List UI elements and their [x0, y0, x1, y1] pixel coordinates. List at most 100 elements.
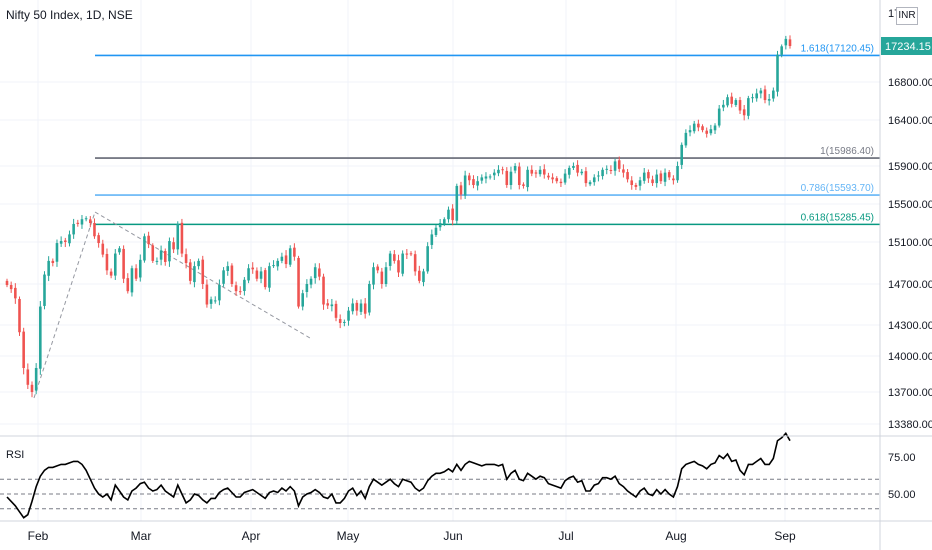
candle[interactable] [647, 169, 650, 183]
candle[interactable] [530, 165, 534, 177]
candle[interactable] [626, 169, 629, 183]
candle[interactable] [14, 283, 17, 304]
candle[interactable] [26, 363, 30, 389]
candle[interactable] [376, 264, 379, 274]
candle[interactable] [455, 183, 459, 225]
candle[interactable] [676, 161, 679, 183]
candle[interactable] [709, 124, 713, 136]
candle[interactable] [468, 172, 471, 186]
candle[interactable] [688, 125, 692, 137]
candle[interactable] [363, 298, 367, 319]
candle[interactable] [572, 162, 575, 170]
candle[interactable] [238, 286, 242, 295]
candle[interactable] [89, 216, 92, 228]
candle[interactable] [651, 175, 654, 186]
candle[interactable] [559, 178, 563, 187]
candle[interactable] [330, 298, 334, 312]
candle[interactable] [505, 167, 509, 188]
candle[interactable] [9, 281, 13, 293]
candle[interactable] [80, 215, 84, 229]
candle[interactable] [522, 182, 525, 189]
candle[interactable] [318, 263, 321, 281]
candle[interactable] [305, 279, 309, 298]
candle[interactable] [580, 168, 584, 176]
candle[interactable] [138, 254, 142, 282]
candle[interactable] [276, 258, 280, 271]
candle[interactable] [213, 296, 217, 304]
candle[interactable] [542, 164, 546, 179]
candle[interactable] [322, 273, 325, 310]
candle[interactable] [72, 218, 75, 239]
last-price-tag[interactable] [881, 37, 932, 55]
candle[interactable] [209, 296, 213, 309]
candle[interactable] [726, 94, 729, 108]
candle[interactable] [293, 243, 296, 261]
candle[interactable] [493, 169, 496, 180]
candle[interactable] [405, 249, 409, 260]
candle[interactable] [259, 266, 263, 284]
candle[interactable] [101, 239, 105, 258]
candle[interactable] [622, 164, 625, 178]
candle[interactable] [755, 88, 758, 102]
candle[interactable] [659, 170, 663, 184]
candle[interactable] [684, 129, 688, 148]
candle[interactable] [642, 167, 646, 184]
candle[interactable] [51, 258, 55, 267]
candle[interactable] [434, 224, 438, 237]
candle[interactable] [243, 277, 246, 296]
candle[interactable] [776, 50, 779, 97]
candle[interactable] [155, 257, 159, 265]
candle[interactable] [409, 251, 413, 257]
candle[interactable] [126, 273, 130, 294]
candle[interactable] [430, 229, 434, 250]
candle[interactable] [226, 261, 230, 276]
candle[interactable] [18, 296, 21, 336]
candle[interactable] [168, 237, 171, 267]
candle[interactable] [288, 245, 292, 267]
candle[interactable] [697, 119, 700, 132]
candle[interactable] [272, 260, 275, 268]
candle[interactable] [517, 162, 521, 190]
candle[interactable] [426, 242, 429, 274]
candle[interactable] [747, 95, 750, 120]
candle[interactable] [84, 216, 88, 222]
fib-retracement[interactable]: 1.618(17120.45) 1(15986.40) 0.786(15593.70… [95, 43, 880, 226]
candle[interactable] [347, 306, 350, 326]
candle[interactable] [188, 259, 192, 285]
candle[interactable] [134, 264, 138, 282]
candle[interactable] [592, 174, 596, 186]
candle[interactable] [780, 44, 783, 58]
candle[interactable] [497, 165, 500, 177]
candle[interactable] [326, 299, 329, 310]
candle[interactable] [230, 263, 234, 287]
candle[interactable] [767, 93, 771, 106]
candle[interactable] [105, 248, 109, 275]
candlestick-series[interactable] [5, 35, 792, 398]
candle[interactable] [93, 218, 96, 239]
candle[interactable] [742, 104, 746, 121]
candle[interactable] [55, 239, 59, 267]
candle[interactable] [122, 245, 125, 284]
candle[interactable] [130, 265, 134, 297]
candle[interactable] [163, 248, 167, 266]
candle[interactable] [655, 169, 659, 188]
candle[interactable] [280, 252, 284, 264]
candle[interactable] [476, 176, 479, 191]
candle[interactable] [751, 93, 754, 103]
candle[interactable] [380, 267, 384, 289]
candle[interactable] [97, 232, 100, 248]
candle[interactable] [413, 250, 417, 276]
candle[interactable] [717, 104, 721, 128]
candle[interactable] [118, 246, 121, 255]
candle[interactable] [30, 381, 34, 398]
candle[interactable] [526, 166, 529, 192]
candle[interactable] [338, 314, 342, 329]
candle[interactable] [68, 230, 71, 247]
candle[interactable] [488, 174, 492, 180]
candle[interactable] [459, 181, 463, 200]
candle[interactable] [534, 169, 538, 178]
candle[interactable] [205, 279, 209, 308]
candle[interactable] [617, 156, 621, 173]
candle[interactable] [513, 163, 517, 174]
candle[interactable] [343, 319, 346, 327]
